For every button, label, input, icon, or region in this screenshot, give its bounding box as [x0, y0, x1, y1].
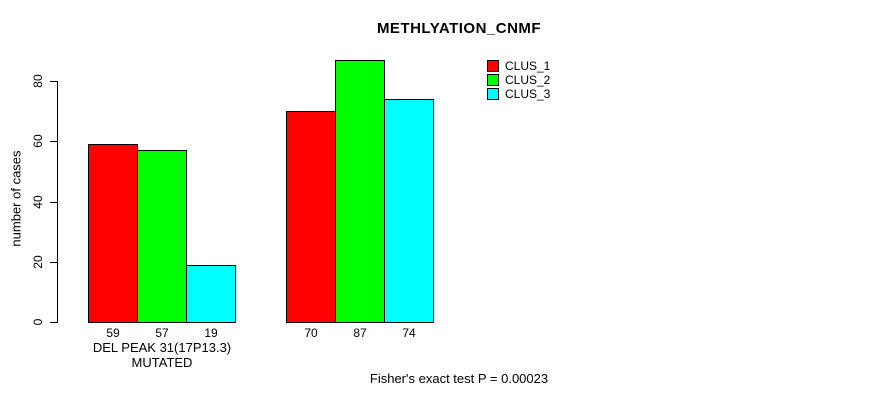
legend-label: CLUS_1	[505, 59, 551, 73]
bar-value-label: 57	[155, 326, 169, 340]
y-tick-mark	[50, 201, 57, 203]
legend-swatch-icon	[487, 88, 499, 100]
bar-clus_3-group1	[186, 264, 236, 323]
bar-clus_2-group2	[335, 60, 385, 323]
annotation-text: Fisher's exact test P = 0.00023	[369, 371, 549, 386]
legend-swatch-icon	[487, 60, 499, 72]
legend-label: CLUS_3	[505, 87, 551, 101]
y-axis-label: number of cases	[8, 150, 24, 247]
bar-value-label: 70	[304, 326, 318, 340]
y-tick-label: 80	[31, 74, 45, 88]
legend-label: CLUS_2	[505, 73, 551, 87]
y-axis-line	[57, 81, 58, 323]
y-tick-mark	[50, 81, 57, 83]
legend-item-clus_1: CLUS_1	[487, 60, 550, 72]
legend-item-clus_2: CLUS_2	[487, 74, 550, 86]
y-tick-label: 40	[31, 194, 45, 209]
bar-clus_3-group2	[384, 99, 434, 323]
y-tick-label: 60	[31, 134, 45, 149]
category-label: DEL PEAK 31(17P13.3) MUTATED	[92, 340, 232, 370]
y-tick-mark	[50, 141, 57, 143]
chart-title: METHLYATION_CNMF	[376, 20, 542, 37]
y-tick-label: 20	[31, 255, 45, 269]
bar-value-label: 19	[204, 326, 218, 340]
bar-clus_1-group1	[88, 144, 138, 323]
y-tick-mark	[50, 261, 57, 263]
y-tick-mark	[50, 322, 57, 323]
bar-value-label: 74	[402, 326, 416, 340]
bar-value-label: 59	[106, 326, 120, 340]
bar-clus_1-group2	[286, 111, 336, 323]
bar-clus_2-group1	[137, 150, 187, 323]
legend-swatch-icon	[487, 74, 499, 86]
legend: CLUS_1 CLUS_2 CLUS_3	[487, 60, 550, 100]
y-tick-label: 0	[31, 318, 45, 326]
legend-item-clus_3: CLUS_3	[487, 88, 550, 100]
bar-value-label: 87	[353, 326, 367, 340]
